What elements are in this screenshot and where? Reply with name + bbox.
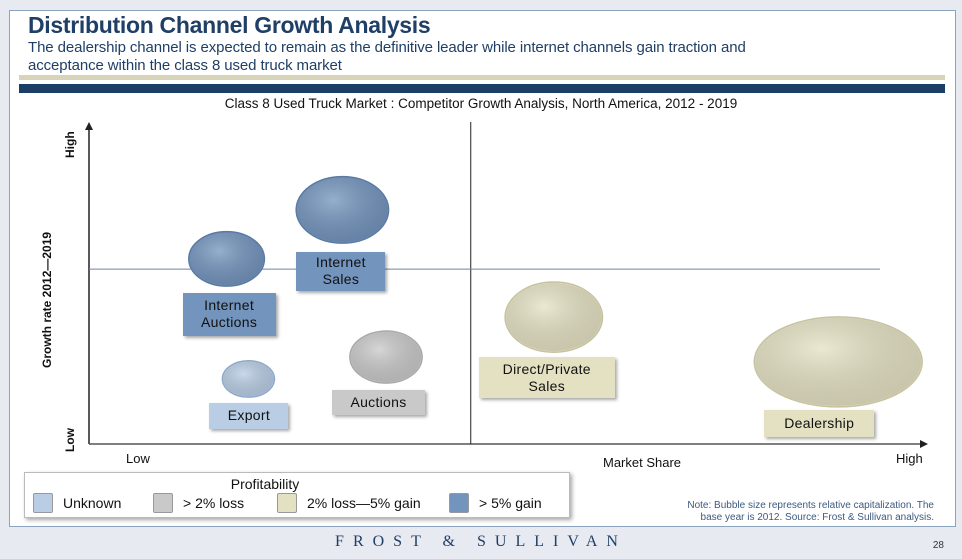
bubble-label-text: Internet Sales: [315, 254, 366, 288]
bubble-label: Direct/Private Sales: [478, 357, 615, 399]
legend-item-moderate: 2% loss—5% gain: [277, 493, 421, 513]
legend-swatch: [33, 493, 53, 513]
legend-label: 2% loss—5% gain: [307, 495, 421, 511]
legend-title: Profitability: [230, 476, 300, 492]
bubble-label: Internet Sales: [296, 251, 386, 291]
x-axis-arrow: [920, 440, 928, 448]
legend-swatch: [153, 493, 173, 513]
legend-label: Unknown: [63, 495, 122, 511]
slide-panel: [9, 10, 956, 527]
bubble-shade: [506, 283, 602, 352]
bubble-label-text: Internet Auctions: [201, 297, 258, 331]
brand-logo: FROST & SULLIVAN: [335, 533, 627, 550]
page-title: Distribution Channel Growth Analysis: [28, 12, 431, 38]
bubble-label: Auctions: [332, 390, 425, 416]
bubble-label-text: Auctions: [350, 394, 407, 411]
legend-label: > 5% gain: [479, 495, 542, 511]
legend-item-loss: > 2% loss: [153, 493, 244, 513]
x-tick-high: High: [896, 451, 923, 466]
y-tick-low: Low: [63, 428, 77, 452]
chart-note: Note: Bubble size represents relative ca…: [687, 500, 934, 524]
page-number: 28: [932, 540, 944, 551]
legend: Profitability Unknown > 2% loss 2% loss—…: [24, 472, 570, 518]
bubble-label: Export: [209, 402, 289, 429]
bubble-label: Internet Auctions: [182, 292, 276, 336]
bubble-label: Dealership: [764, 409, 875, 437]
x-tick-low: Low: [126, 451, 150, 466]
y-axis-label: Growth rate 2012—2019: [40, 231, 54, 368]
subtitle-line-1: The dealership channel is expected to re…: [28, 39, 746, 56]
legend-item-gain: > 5% gain: [449, 493, 542, 513]
divider-beige: [19, 75, 945, 80]
divider-navy: [19, 84, 945, 93]
note-line-2: base year is 2012. Source: Frost & Sulli…: [700, 512, 934, 523]
bubble-label-text: Direct/Private Sales: [502, 360, 591, 394]
y-axis-arrow: [85, 122, 93, 130]
legend-swatch: [449, 493, 469, 513]
legend-item-unknown: Unknown: [33, 493, 121, 513]
bubble-shade: [189, 232, 264, 286]
x-axis-label: Market Share: [603, 455, 682, 470]
legend-label: > 2% loss: [183, 495, 245, 511]
bubble-shade: [223, 361, 274, 397]
y-tick-high: High: [63, 131, 77, 158]
note-line-1: Note: Bubble size represents relative ca…: [687, 500, 934, 511]
bubble-shade: [755, 317, 922, 406]
bubble-shade: [350, 332, 422, 383]
subtitle-line-2: acceptance within the class 8 used truck…: [28, 57, 342, 74]
bubble-shade: [297, 177, 388, 243]
legend-swatch: [277, 493, 297, 513]
bubble-label-text: Export: [227, 407, 271, 424]
bubble-label-text: Dealership: [784, 414, 855, 431]
chart-title: Class 8 Used Truck Market : Competitor G…: [224, 96, 738, 111]
